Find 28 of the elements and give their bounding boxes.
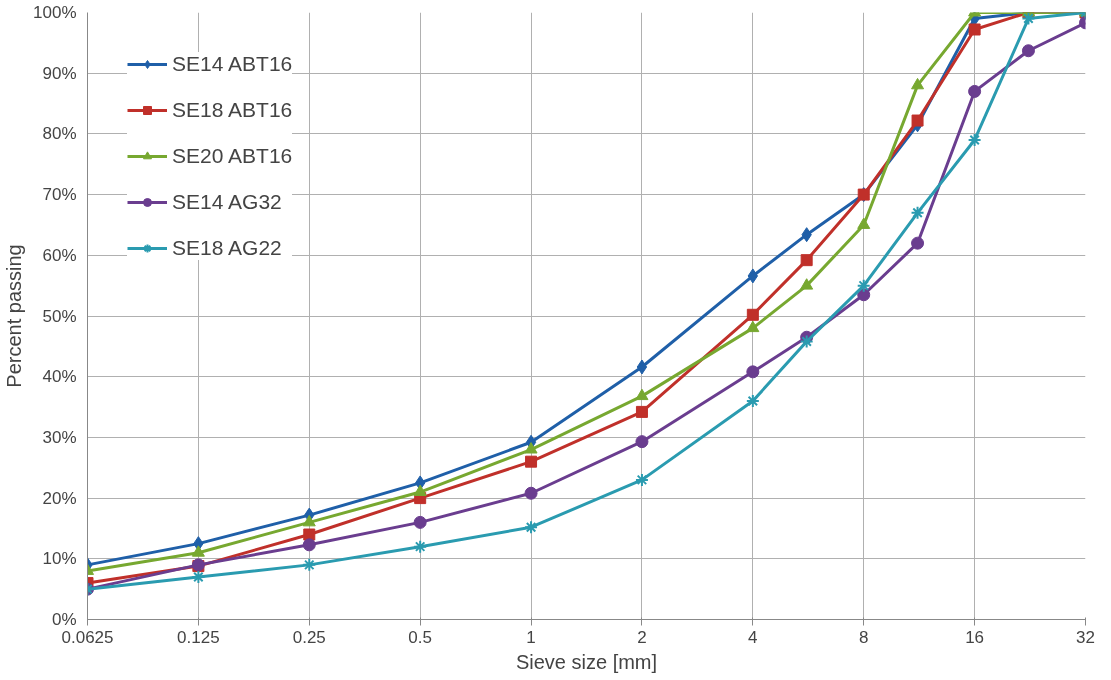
x-tick-label: 0.0625	[61, 627, 114, 647]
y-tick-label: 100%	[33, 3, 77, 22]
x-tick-label: 1	[526, 627, 536, 647]
y-tick-label: 80%	[42, 124, 77, 144]
x-tick-label: 8	[858, 627, 869, 647]
y-tick-label: 10%	[42, 549, 77, 569]
x-tick-label: 0.125	[177, 627, 220, 647]
y-axis-title: Percent passing	[3, 244, 26, 388]
legend-label: SE18 ABT16	[172, 98, 293, 122]
x-tick-label: 0.25	[292, 627, 326, 647]
x-tick-label: 32	[1076, 627, 1095, 647]
x-tick-label: 2	[637, 627, 647, 647]
y-tick-label: 60%	[42, 245, 77, 265]
legend-label: SE18 AG22	[172, 236, 282, 260]
legend-label: SE14 ABT16	[172, 52, 293, 76]
y-tick-label: 30%	[42, 427, 77, 447]
y-tick-label: 0%	[51, 610, 77, 629]
x-tick-label: 4	[748, 627, 758, 647]
y-tick-label: 40%	[42, 367, 77, 387]
legend-label: SE14 AG32	[172, 190, 282, 214]
legend-label: SE20 ABT16	[172, 144, 293, 168]
x-axis-title: Sieve size [mm]	[515, 650, 658, 673]
y-tick-label: 50%	[42, 306, 77, 326]
x-tick-label: 0.5	[408, 627, 432, 647]
y-tick-label: 70%	[42, 185, 77, 205]
y-tick-label: 90%	[42, 63, 77, 83]
x-tick-label: 16	[965, 627, 985, 647]
y-tick-label: 20%	[42, 488, 77, 508]
